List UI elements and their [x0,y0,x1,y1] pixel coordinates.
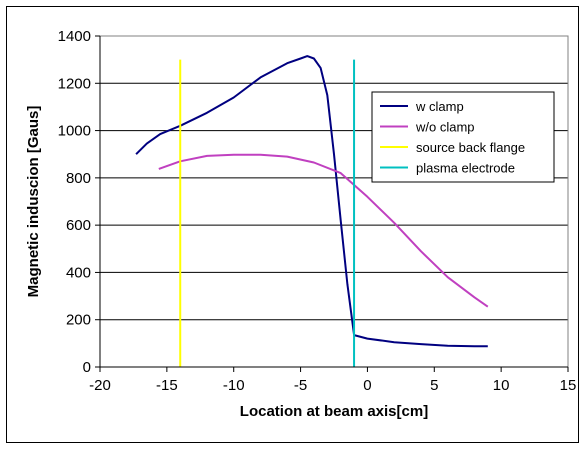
legend-label: plasma electrode [416,161,515,176]
y-tick-label: 800 [66,170,91,187]
x-tick-labels: -20 -15 -10 -5 0 5 10 15 [89,377,576,394]
x-tick-label: 5 [430,377,438,394]
y-axis-title: Magnetic induscion [Gaus] [25,106,42,298]
x-tick-label: -15 [156,377,178,394]
x-tick-label: -5 [294,377,307,394]
series-layer [135,55,489,367]
series-w-o-clamp [158,153,489,308]
y-tick-label: 200 [66,312,91,329]
plot-area [99,35,569,368]
chart-frame: -20 -15 -10 -5 0 5 10 15 0 200 400 600 800 1000 1200 1… [6,6,579,443]
x-tick-label: 15 [560,377,577,394]
axes [95,35,569,372]
series-w-clamp [135,55,488,348]
y-tick-label: 0 [83,359,91,376]
y-tick-label: 1400 [58,28,91,45]
x-tick-label: -20 [89,377,111,394]
x-tick-label: 10 [493,377,510,394]
y-tick-label: 600 [66,217,91,234]
legend-label: w clamp [415,99,464,114]
y-tick-label: 1200 [58,75,91,92]
gridlines [100,35,568,368]
y-tick-labels: 0 200 400 600 800 1000 1200 1400 [58,28,91,376]
y-tick-label: 1000 [58,123,91,140]
y-tick-label: 400 [66,264,91,281]
x-axis-title: Location at beam axis[cm] [240,403,428,420]
x-tick-label: 0 [363,377,371,394]
magnetic-induction-chart: -20 -15 -10 -5 0 5 10 15 0 200 400 600 800 1000 1200 1… [25,28,576,420]
legend-label: w/o clamp [415,120,475,135]
legend: w clamp w/o clamp source back flange plasma… [371,91,555,183]
legend-label: source back flange [416,140,525,155]
x-tick-label: -10 [223,377,245,394]
